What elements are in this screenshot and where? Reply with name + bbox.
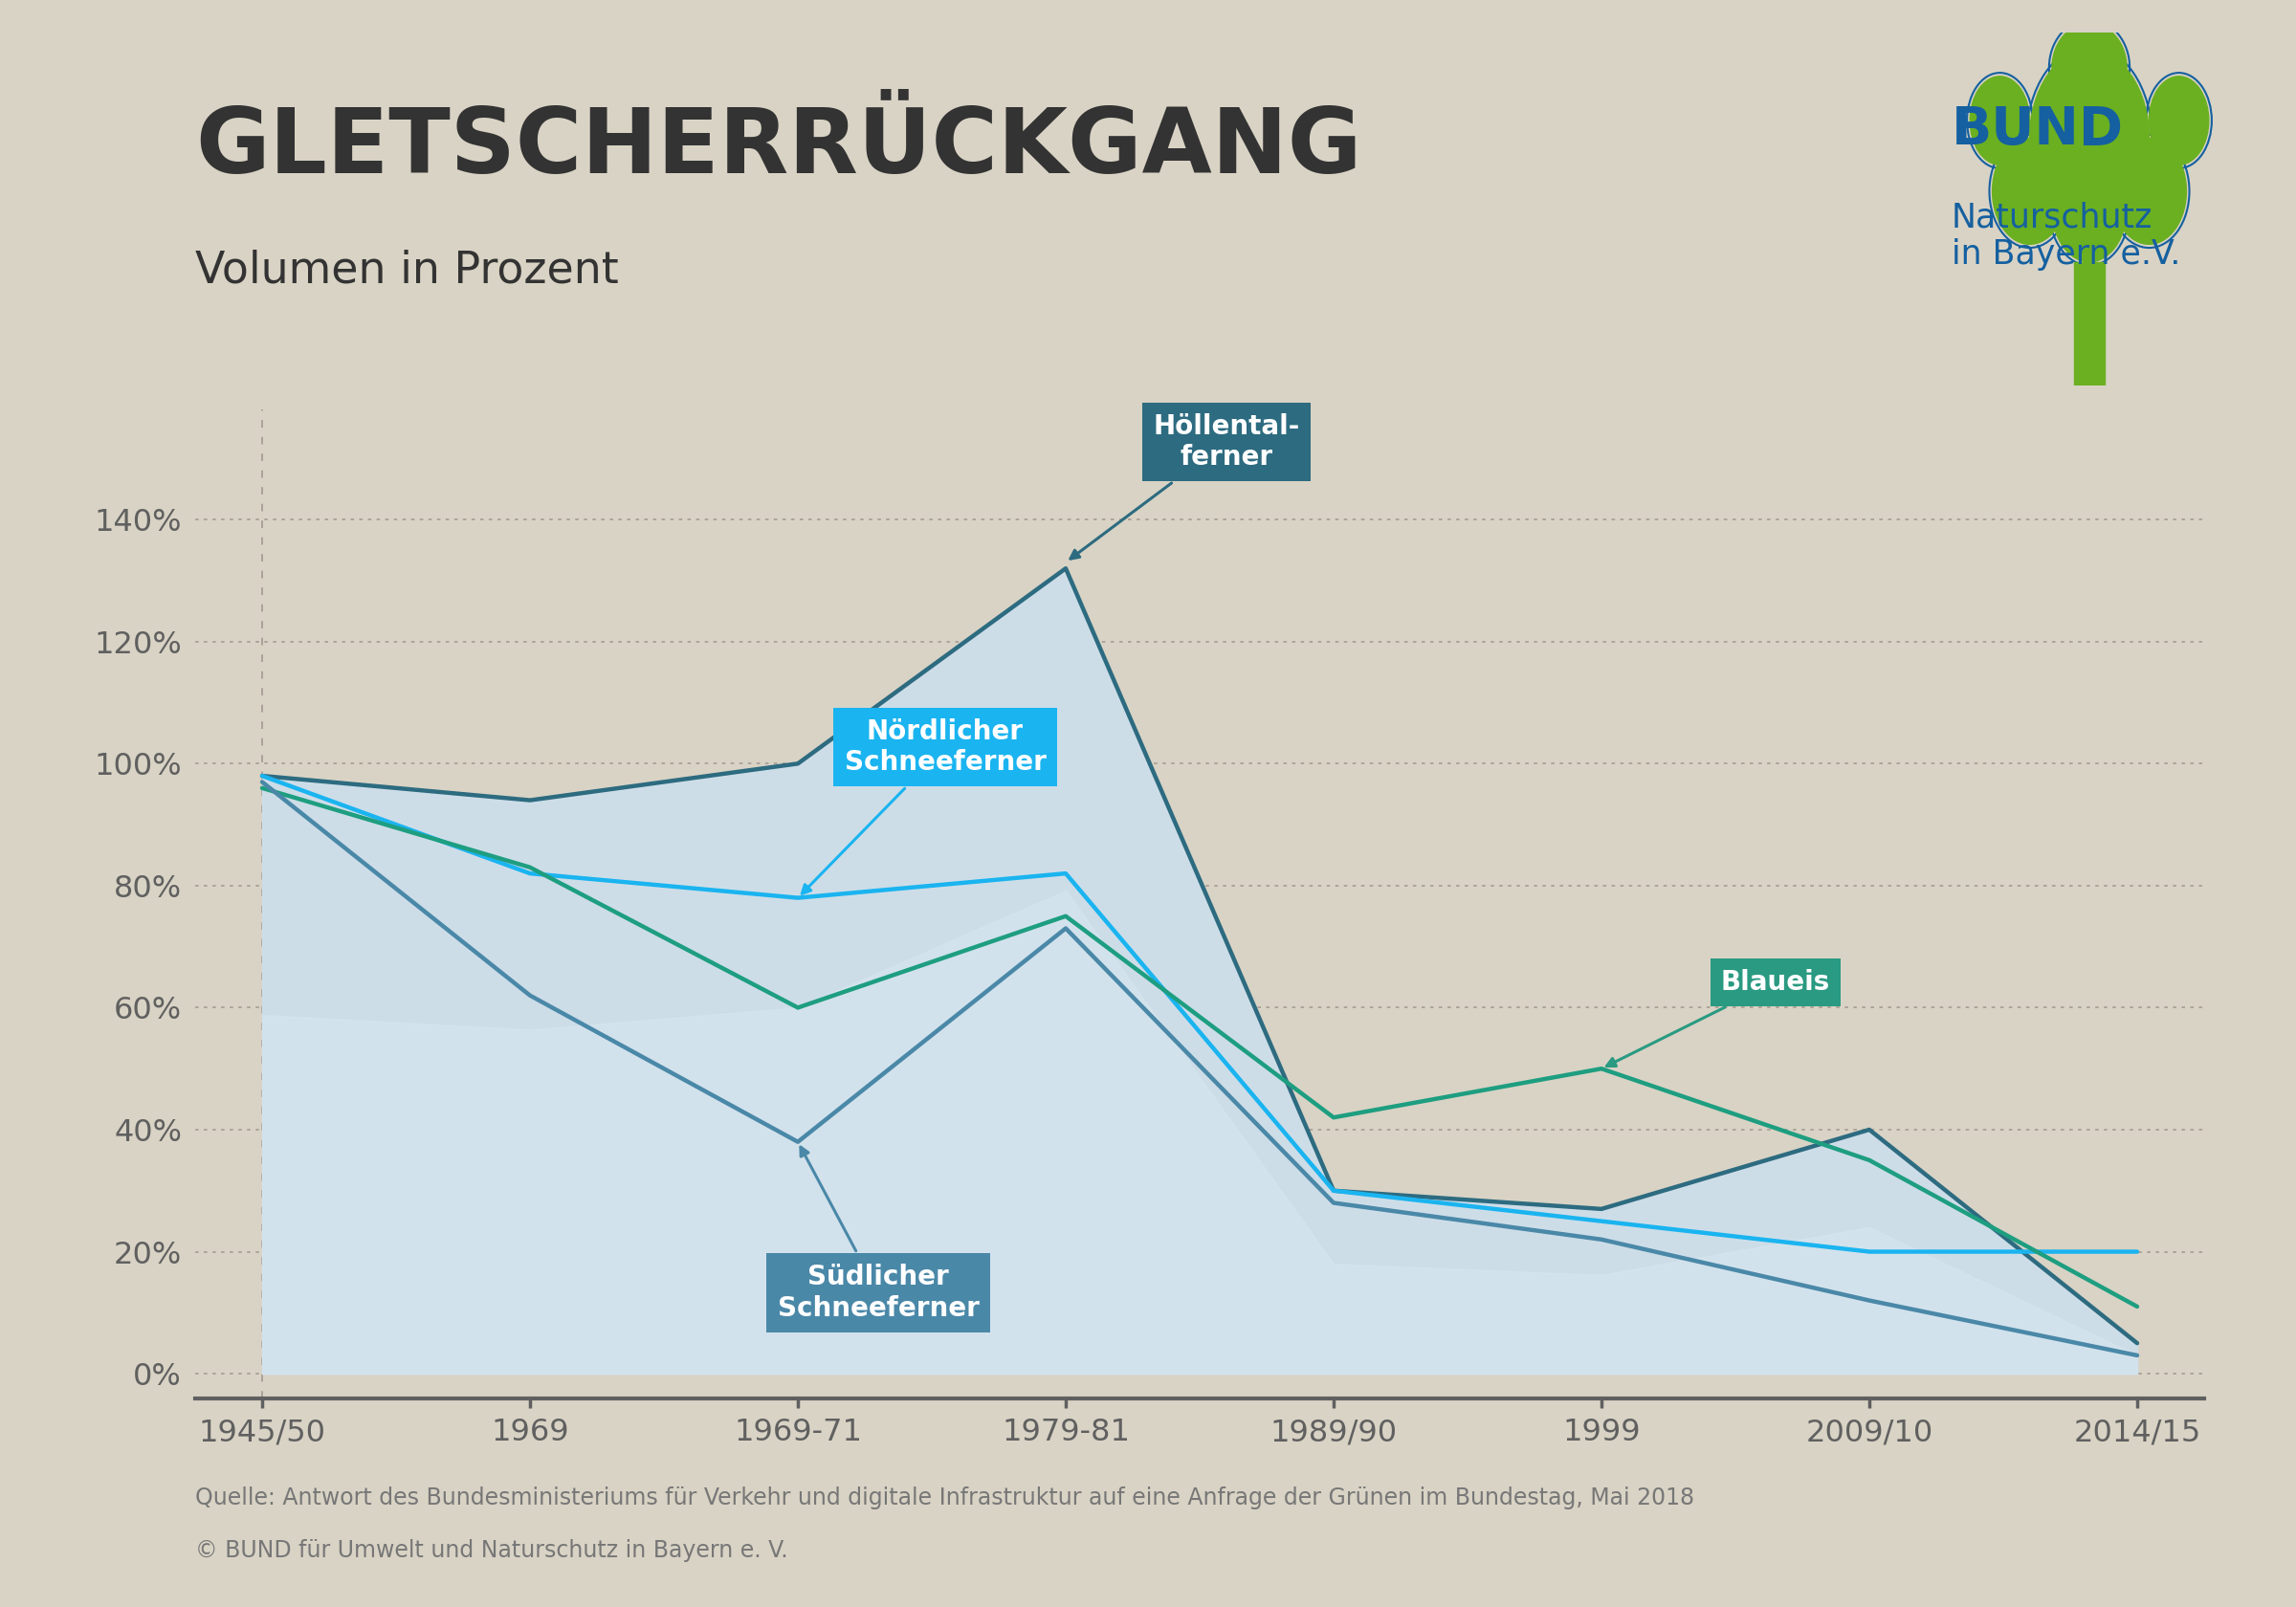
Ellipse shape: [2030, 50, 2149, 227]
Text: Nördlicher
Schneeferner: Nördlicher Schneeferner: [801, 718, 1047, 893]
Text: BUND: BUND: [1952, 104, 2124, 156]
Text: Höllental-
ferner: Höllental- ferner: [1070, 413, 1300, 559]
Text: Blaueis: Blaueis: [1607, 969, 1830, 1065]
Ellipse shape: [2112, 138, 2186, 244]
Text: Quelle: Antwort des Bundesministeriums für Verkehr und digitale Infrastruktur au: Quelle: Antwort des Bundesministeriums f…: [195, 1486, 1694, 1509]
Ellipse shape: [2053, 22, 2126, 112]
Ellipse shape: [1993, 138, 2066, 244]
Text: © BUND für Umwelt und Naturschutz in Bayern e. V.: © BUND für Umwelt und Naturschutz in Bay…: [195, 1540, 788, 1562]
Text: Volumen in Prozent: Volumen in Prozent: [195, 249, 618, 292]
Text: GLETSCHERRÜCKGANG: GLETSCHERRÜCKGANG: [195, 104, 1362, 193]
Ellipse shape: [2053, 156, 2126, 262]
Text: Naturschutz
in Bayern e.V.: Naturschutz in Bayern e.V.: [1952, 201, 2181, 272]
Bar: [2076, 262, 2103, 386]
Ellipse shape: [1970, 76, 2030, 164]
Text: Südlicher
Schneeferner: Südlicher Schneeferner: [778, 1147, 978, 1321]
Ellipse shape: [2149, 76, 2209, 164]
